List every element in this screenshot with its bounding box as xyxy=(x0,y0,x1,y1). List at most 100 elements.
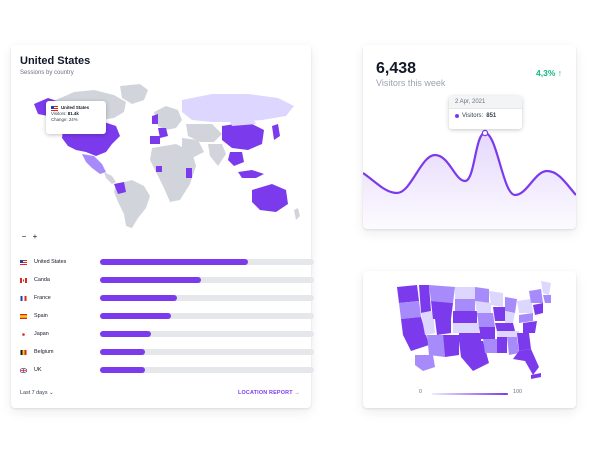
state-region[interactable] xyxy=(479,327,495,339)
us-flag-icon xyxy=(51,105,58,111)
map-region-central-america[interactable] xyxy=(104,172,116,184)
map-region-india[interactable] xyxy=(208,144,226,166)
state-region[interactable] xyxy=(459,341,489,371)
map-region-colombia[interactable] xyxy=(114,182,126,194)
state-region[interactable] xyxy=(429,285,455,303)
map-region-central-asia[interactable] xyxy=(186,124,222,142)
arrow-right-icon: → xyxy=(294,390,300,396)
country-row[interactable]: Canda xyxy=(20,271,314,289)
country-name: Belgium xyxy=(34,349,54,355)
scale-max-label: 100 xyxy=(513,389,522,395)
map-region-uk[interactable] xyxy=(152,114,158,124)
state-region[interactable] xyxy=(421,311,435,335)
map-region-mexico[interactable] xyxy=(82,154,106,174)
map-region-new-zealand[interactable] xyxy=(294,208,300,220)
state-region[interactable] xyxy=(453,311,477,323)
country-row[interactable]: United States xyxy=(20,253,314,271)
us-map[interactable] xyxy=(363,271,576,386)
state-region[interactable] xyxy=(455,287,475,299)
state-region[interactable] xyxy=(419,285,431,313)
progress-track xyxy=(100,367,314,373)
state-region[interactable] xyxy=(497,331,519,337)
zoom-out-button[interactable]: − xyxy=(21,232,27,241)
state-region[interactable] xyxy=(529,289,543,303)
map-region-russia[interactable] xyxy=(182,94,294,122)
tooltip-header: United States xyxy=(51,105,101,111)
map-region-greenland[interactable] xyxy=(120,84,148,104)
country-name: Japan xyxy=(34,331,49,337)
map-region-southeast-asia[interactable] xyxy=(228,152,244,166)
visitors-point[interactable] xyxy=(481,129,489,137)
country-row[interactable]: France xyxy=(20,289,314,307)
location-report-link[interactable]: LOCATION REPORT → xyxy=(238,390,300,396)
us-flag-icon xyxy=(20,259,27,265)
map-region-japan[interactable] xyxy=(272,124,280,140)
state-region[interactable] xyxy=(513,349,539,375)
progress-fill xyxy=(100,277,201,283)
map-region-west-africa[interactable] xyxy=(156,166,162,172)
period-dropdown[interactable]: Last 7 days ⌄ xyxy=(20,390,54,396)
zoom-in-button[interactable]: + xyxy=(32,232,38,241)
us-map-card: 0 100 xyxy=(363,271,576,408)
state-region[interactable] xyxy=(415,355,435,371)
state-region[interactable] xyxy=(517,333,531,351)
map-region-east-africa[interactable] xyxy=(186,168,192,178)
progress-track xyxy=(100,259,314,265)
state-region[interactable] xyxy=(435,319,451,335)
state-region[interactable] xyxy=(541,281,551,295)
card-title: United States xyxy=(20,55,91,67)
report-label: LOCATION REPORT xyxy=(237,390,293,396)
state-region[interactable] xyxy=(517,299,533,313)
arrow-up-icon: ↑ xyxy=(557,68,562,78)
country-row[interactable]: Japan xyxy=(20,325,314,343)
state-region[interactable] xyxy=(543,295,551,303)
state-region[interactable] xyxy=(493,307,505,321)
belgium-flag-icon xyxy=(20,349,27,355)
map-region-china[interactable] xyxy=(222,122,264,150)
scale-min-label: 0 xyxy=(419,389,422,395)
progress-track xyxy=(100,277,314,283)
progress-track xyxy=(100,313,314,319)
map-region-mongolia[interactable] xyxy=(228,116,256,126)
country-row[interactable]: UK xyxy=(20,361,314,379)
state-region[interactable] xyxy=(443,335,459,357)
state-region[interactable] xyxy=(455,299,475,311)
state-region[interactable] xyxy=(399,301,421,319)
state-region[interactable] xyxy=(397,285,419,303)
tooltip-date: 2 Apr, 2021 xyxy=(449,96,522,109)
map-region-australia[interactable] xyxy=(252,184,288,212)
state-region[interactable] xyxy=(475,301,491,313)
state-region[interactable] xyxy=(519,313,533,323)
state-region[interactable] xyxy=(431,301,453,319)
series-dot-icon xyxy=(455,114,459,118)
state-region[interactable] xyxy=(477,313,495,327)
state-region[interactable] xyxy=(483,339,497,353)
country-row[interactable]: Spain xyxy=(20,307,314,325)
state-region[interactable] xyxy=(507,337,519,355)
world-map[interactable] xyxy=(16,80,306,230)
map-region-spain[interactable] xyxy=(150,136,160,144)
map-region-indonesia[interactable] xyxy=(238,170,264,178)
map-region-france[interactable] xyxy=(158,128,168,138)
state-region[interactable] xyxy=(531,373,541,379)
state-region[interactable] xyxy=(453,323,479,333)
visitors-card: 6,438 Visitors this week 4,3% ↑ 2 Apr, 2… xyxy=(363,45,576,229)
state-region[interactable] xyxy=(427,335,445,357)
color-scale-bar xyxy=(432,393,508,395)
state-region[interactable] xyxy=(505,297,517,313)
state-region[interactable] xyxy=(401,317,429,351)
state-region[interactable] xyxy=(523,321,537,333)
map-region-europe[interactable] xyxy=(154,106,182,130)
country-list: United States Canda France Spain xyxy=(20,253,314,379)
state-region[interactable] xyxy=(489,291,503,307)
country-row[interactable]: Belgium xyxy=(20,343,314,361)
state-region[interactable] xyxy=(505,311,515,323)
state-region[interactable] xyxy=(459,333,481,341)
state-region[interactable] xyxy=(475,287,489,303)
state-region[interactable] xyxy=(497,337,507,353)
tooltip-visitors: Visitors: 81.4k xyxy=(51,111,79,116)
state-region[interactable] xyxy=(495,323,515,331)
state-region[interactable] xyxy=(533,303,543,315)
map-region-africa[interactable] xyxy=(150,144,196,202)
visitors-area xyxy=(363,133,576,229)
